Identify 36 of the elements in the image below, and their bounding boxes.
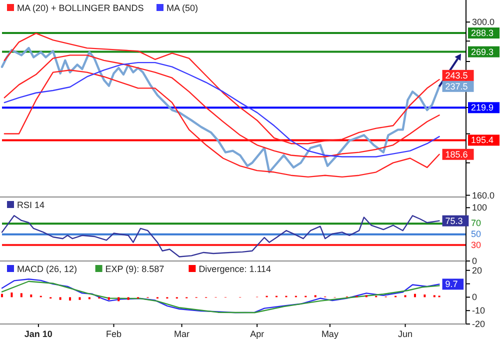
legend-label: RSI 14: [17, 200, 45, 210]
legend-label: MA (20) + BOLLINGER BANDS: [17, 3, 144, 13]
y-tick-label: 0: [472, 292, 478, 302]
x-tick-label: Feb: [106, 329, 122, 339]
y-tick-label: 0: [472, 256, 478, 266]
line-series: [0, 46, 440, 174]
x-tick-label: Jun: [398, 329, 413, 339]
y-tick-label: 20: [472, 265, 482, 276]
ref-line-label: 288.3: [471, 28, 494, 38]
line-series: [4, 70, 440, 178]
line-series: [1, 215, 440, 258]
legend-label: MA (50): [166, 3, 198, 13]
ref-line-label: 195.4: [471, 135, 494, 146]
ref-line-label: 269.3: [471, 46, 494, 57]
ref-line-label: 70: [471, 218, 482, 228]
data-label: 237.5: [445, 81, 468, 92]
data-label: 185.6: [445, 149, 468, 160]
data-label: 75.3: [445, 216, 463, 226]
x-tick-label: Jan 10: [24, 329, 52, 339]
x-tick-label: Mar: [174, 329, 190, 339]
legend-label: Divergence: 1.114: [198, 264, 272, 274]
y-tick-label: 160.0: [472, 190, 495, 200]
ref-line-label: 30: [471, 240, 482, 250]
ref-line-label: 219.9: [471, 102, 494, 113]
x-tick-label: May: [321, 329, 339, 339]
y-tick-label: 300.0: [472, 17, 495, 28]
line-series: [4, 32, 440, 144]
x-tick-label: Apr: [250, 329, 264, 339]
y-tick-label: -10: [472, 306, 486, 316]
y-tick-label: 100: [472, 202, 488, 213]
y-tick-label: -20: [472, 319, 486, 329]
data-label: 9.7: [445, 279, 458, 290]
data-label: 243.5: [445, 70, 468, 80]
ref-line-label: 50: [471, 229, 482, 239]
legend-label: EXP (9): 8.587: [105, 264, 164, 274]
legend-label: MACD (26, 12): [17, 264, 78, 274]
